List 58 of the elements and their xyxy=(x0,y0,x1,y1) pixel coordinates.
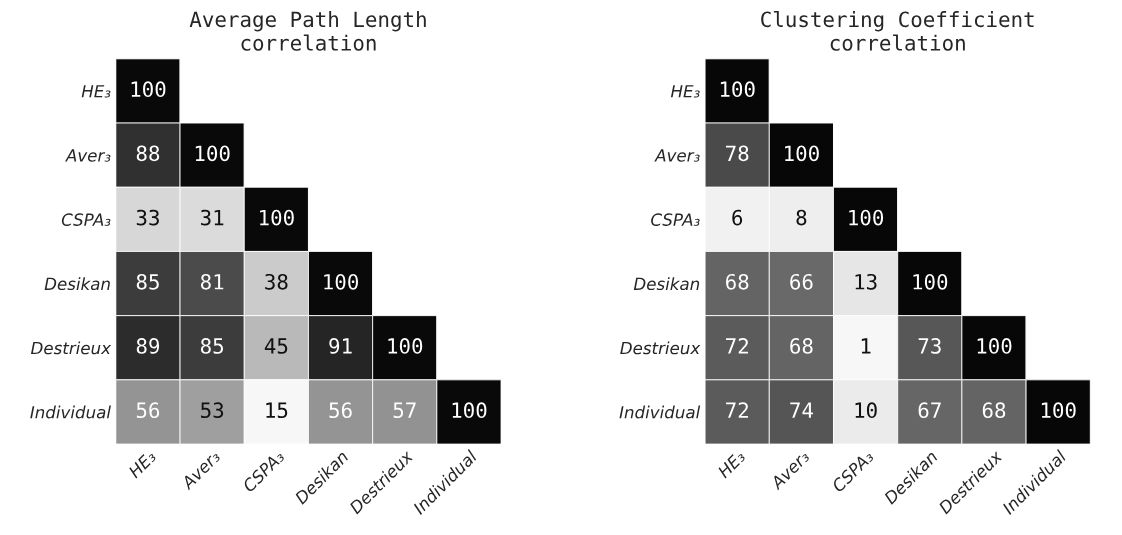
data-label: 57 xyxy=(393,402,416,419)
data-label: 68 xyxy=(726,273,749,290)
y-tick-label: Individual xyxy=(30,405,111,419)
y-tick-label: Desikan xyxy=(44,277,110,291)
y-tick-label: Aver₃ xyxy=(65,149,111,162)
data-label: 56 xyxy=(136,402,160,419)
y-tick-label: Destrieux xyxy=(30,341,112,355)
data-label: 1 xyxy=(861,338,871,354)
data-label: 31 xyxy=(201,209,224,226)
data-label: 66 xyxy=(790,273,813,290)
data-label: 85 xyxy=(200,338,224,354)
y-tick-label: CSPA₃ xyxy=(651,213,700,226)
data-label: 100 xyxy=(195,145,230,162)
data-label: 68 xyxy=(790,338,813,354)
data-label: 6 xyxy=(732,209,743,226)
data-label: 68 xyxy=(982,402,1006,419)
data-label: 100 xyxy=(913,273,948,290)
data-label: 89 xyxy=(136,338,160,354)
data-label: 38 xyxy=(265,273,288,290)
data-label: 100 xyxy=(131,81,166,98)
y-tick-label: Aver₃ xyxy=(654,149,700,162)
data-label: 88 xyxy=(136,145,160,162)
data-label: 13 xyxy=(855,273,877,290)
data-label: 10 xyxy=(855,402,877,419)
data-label: 100 xyxy=(324,273,359,290)
data-label: 33 xyxy=(136,209,159,226)
data-label: 100 xyxy=(720,81,755,98)
data-label: 15 xyxy=(266,402,288,419)
data-label: 72 xyxy=(726,402,748,418)
data-label: 73 xyxy=(918,338,941,354)
data-label: 78 xyxy=(726,145,749,162)
data-label: 100 xyxy=(849,209,884,226)
data-label: 53 xyxy=(201,402,224,419)
data-label: 100 xyxy=(260,209,294,226)
data-label: 100 xyxy=(977,338,1012,354)
data-label: 100 xyxy=(785,145,819,162)
data-label: 91 xyxy=(329,338,352,354)
x-tick-label: HE₃ xyxy=(127,449,157,479)
data-label: 85 xyxy=(136,273,159,290)
y-tick-label: Individual xyxy=(619,405,701,419)
y-tick-label: HE₃ xyxy=(81,85,111,98)
data-label: 81 xyxy=(200,273,224,290)
data-label: 45 xyxy=(264,338,288,354)
chart-title: Average Path Length correlation xyxy=(189,11,426,51)
y-tick-label: Destrieux xyxy=(620,341,701,355)
y-tick-label: HE₃ xyxy=(670,85,700,98)
y-tick-label: CSPA₃ xyxy=(61,213,111,226)
data-label: 100 xyxy=(1041,402,1076,419)
x-tick-label: HE₃ xyxy=(716,449,746,479)
chart-title: Clustering Coefficient correlation xyxy=(761,10,1034,51)
data-label: 100 xyxy=(388,338,423,354)
data-label: 72 xyxy=(726,338,748,354)
data-label: 67 xyxy=(918,402,941,419)
data-label: 100 xyxy=(452,402,487,419)
data-label: 8 xyxy=(796,209,807,226)
data-label: 56 xyxy=(329,402,352,419)
data-label: 74 xyxy=(790,402,813,418)
y-tick-label: Desikan xyxy=(633,277,700,291)
